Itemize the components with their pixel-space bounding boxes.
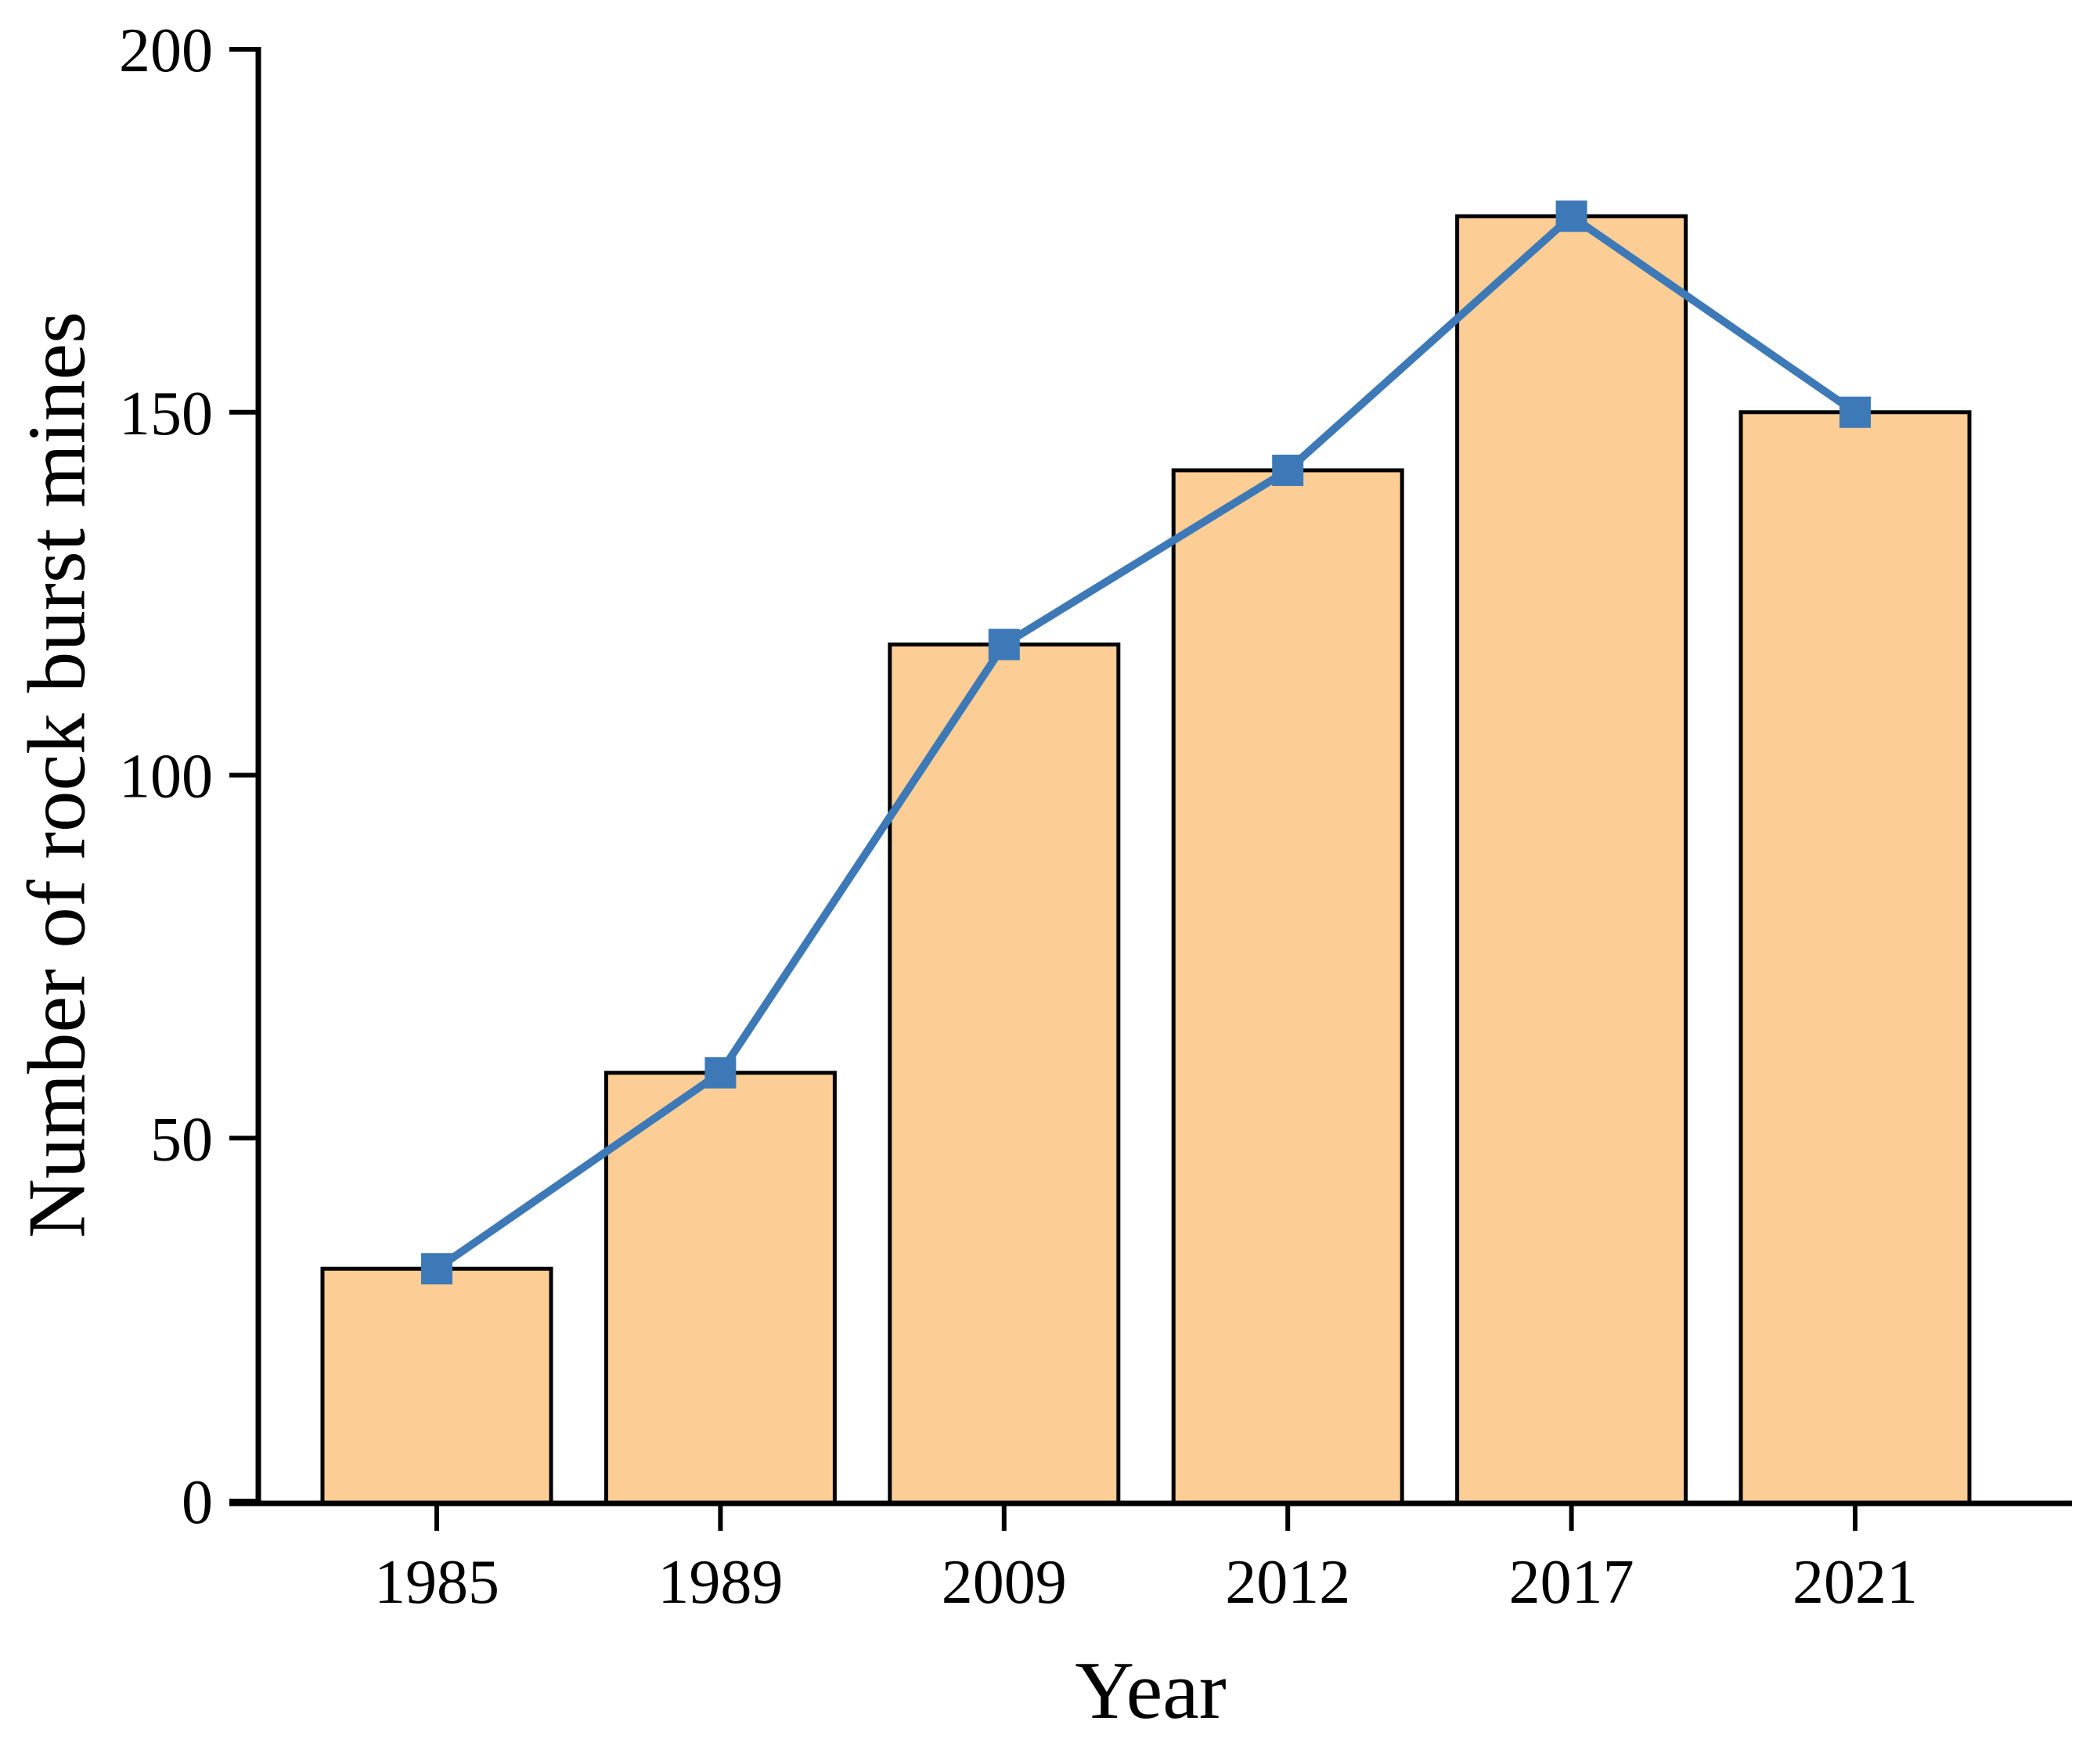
x-tick-label-2009: 2009	[942, 1548, 1067, 1617]
y-tick-label-0: 0	[182, 1468, 213, 1537]
y-tick-label-100: 100	[119, 743, 213, 812]
bar-1989	[604, 1071, 837, 1506]
marker-2021	[1839, 396, 1871, 428]
marker-2017	[1555, 200, 1587, 232]
marker-1985	[421, 1253, 452, 1285]
x-tick-label-2021: 2021	[1793, 1548, 1918, 1617]
x-tick-label-1985: 1985	[374, 1548, 499, 1617]
bar-2009	[888, 643, 1121, 1506]
bar-2017	[1455, 214, 1688, 1506]
x-tick-label-2017: 2017	[1509, 1548, 1634, 1617]
x-tick-label-1989: 1989	[658, 1548, 783, 1617]
x-tick-label-2012: 2012	[1225, 1548, 1350, 1617]
bar-1985	[320, 1266, 553, 1506]
y-tick-label-200: 200	[119, 16, 213, 85]
trend-line	[434, 211, 1857, 1273]
x-axis-title: Year	[1075, 1644, 1227, 1736]
y-tick-label-50: 50	[150, 1105, 213, 1174]
bar-2021	[1738, 410, 1972, 1506]
marker-2009	[988, 628, 1020, 661]
bar-2012	[1171, 468, 1404, 1506]
marker-2012	[1272, 454, 1304, 486]
y-tick-label-150: 150	[119, 380, 213, 448]
y-axis-title: Number of rock burst mines	[10, 311, 103, 1238]
marker-1989	[704, 1057, 737, 1089]
